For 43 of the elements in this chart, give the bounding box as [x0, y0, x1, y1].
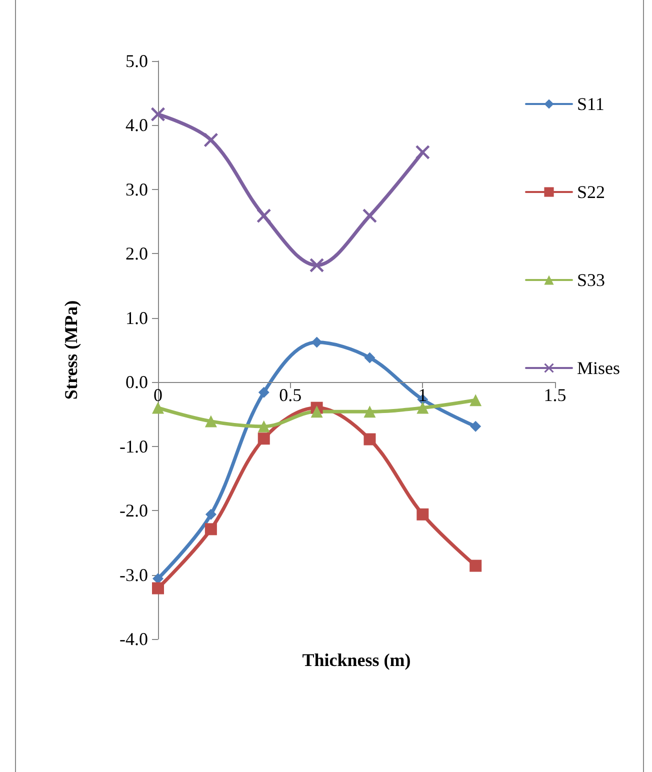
y-axis-title: Stress (MPa) — [61, 300, 81, 400]
point — [470, 394, 482, 406]
point — [470, 420, 482, 432]
point — [470, 560, 482, 572]
point — [258, 386, 270, 398]
point — [364, 352, 376, 364]
legend-label: S22 — [577, 182, 606, 202]
y-tick-label: -2.0 — [120, 500, 148, 521]
point — [204, 523, 217, 536]
x-tick-label: 0.5 — [279, 385, 302, 406]
legend-label: S11 — [577, 94, 604, 114]
point — [152, 402, 164, 414]
legend-label: Mises — [577, 358, 620, 378]
point — [258, 420, 270, 432]
point — [416, 145, 430, 160]
point — [364, 406, 376, 418]
y-tick-label: 2.0 — [126, 244, 148, 264]
x-tick-label: 1.5 — [544, 385, 566, 406]
point — [310, 258, 324, 272]
y-tick-label: 4.0 — [126, 115, 148, 136]
y-tick-label: -4.0 — [120, 629, 148, 649]
y-tick-label: 0.0 — [126, 372, 148, 392]
point — [205, 508, 216, 520]
point — [152, 582, 164, 594]
y-tick-label: 5.0 — [126, 51, 148, 71]
point — [204, 415, 217, 428]
point — [151, 107, 165, 122]
point — [362, 208, 377, 223]
point — [310, 406, 323, 418]
y-tick-label: 3.0 — [126, 179, 148, 200]
legend-label: S33 — [577, 270, 606, 290]
y-tick-label: -3.0 — [120, 564, 148, 585]
point — [256, 208, 271, 223]
point — [311, 336, 322, 348]
y-tick-label: 1.0 — [126, 308, 148, 328]
point — [204, 132, 218, 147]
y-tick-label: -1.0 — [120, 436, 148, 456]
point — [364, 433, 376, 446]
point — [258, 432, 270, 445]
x-axis-title: Thickness (m) — [302, 650, 411, 670]
x-tick-label: 0 — [154, 385, 162, 406]
point — [416, 402, 429, 414]
point — [416, 508, 429, 520]
